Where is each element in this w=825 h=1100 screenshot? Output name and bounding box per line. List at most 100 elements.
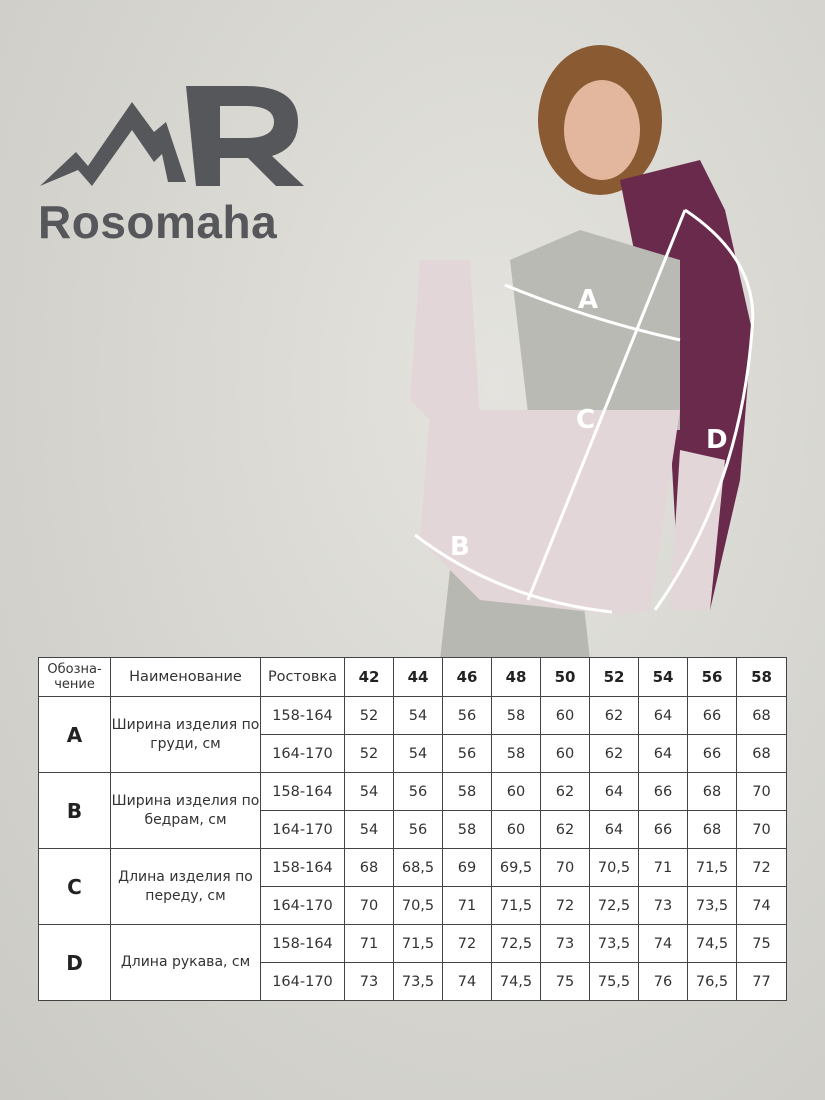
size-value: 71	[442, 886, 492, 925]
product-photo-jacket: A B C D	[410, 45, 755, 660]
size-value: 60	[491, 810, 541, 849]
size-value: 75,5	[589, 962, 639, 1001]
size-value: 69,5	[491, 848, 541, 887]
size-value: 58	[442, 772, 492, 811]
size-value: 73	[344, 962, 394, 1001]
header-size: 46	[442, 657, 492, 697]
size-value: 60	[540, 734, 590, 773]
size-value: 62	[540, 772, 590, 811]
size-value: 74	[442, 962, 492, 1001]
size-value: 72	[736, 848, 787, 887]
header-size: 54	[638, 657, 688, 697]
size-value: 52	[344, 696, 394, 735]
size-value: 68	[736, 696, 787, 735]
size-value: 62	[540, 810, 590, 849]
header-size: 56	[687, 657, 737, 697]
size-value: 56	[442, 696, 492, 735]
measure-name: Длина рукава, см	[110, 924, 261, 1001]
header-name: Наименование	[110, 657, 261, 697]
measure-code: C	[38, 848, 111, 925]
size-chart-table: Обозна-чение Наименование Ростовка 42 44 4…	[38, 657, 787, 1001]
table-row: A Ширина изделия по груди, см 158-164 52 54 5…	[38, 696, 787, 773]
size-value: 60	[491, 772, 541, 811]
size-value: 71,5	[393, 924, 443, 963]
table-row: D Длина рукава, см 158-164 71 71,5 72 72,5 73 73…	[38, 924, 787, 1001]
size-value: 73,5	[687, 886, 737, 925]
header-row: Обозна-чение Наименование Ростовка 42 44 4…	[38, 657, 787, 697]
marker-b: B	[450, 532, 470, 562]
size-value: 72	[442, 924, 492, 963]
size-value: 71,5	[687, 848, 737, 887]
measure-name: Ширина изделия по груди, см	[110, 696, 261, 773]
size-value: 52	[344, 734, 394, 773]
size-value: 72,5	[589, 886, 639, 925]
size-value: 60	[540, 696, 590, 735]
header-size: 58	[736, 657, 787, 697]
table-row: B Ширина изделия по бедрам, см 158-164 54 56…	[38, 772, 787, 849]
size-value: 74,5	[687, 924, 737, 963]
height-range: 164-170	[260, 962, 345, 1001]
size-value: 73	[638, 886, 688, 925]
size-value: 54	[393, 734, 443, 773]
size-value: 73,5	[589, 924, 639, 963]
brand-logo-mountain	[40, 86, 304, 186]
size-value: 54	[344, 810, 394, 849]
size-value: 66	[687, 734, 737, 773]
brand-name: Rosomaha	[38, 196, 278, 248]
size-value: 68	[687, 810, 737, 849]
size-value: 70	[736, 810, 787, 849]
table-row: C Длина изделия по переду, см 158-164 68 68,…	[38, 848, 787, 925]
size-value: 77	[736, 962, 787, 1001]
size-value: 56	[393, 810, 443, 849]
size-value: 58	[491, 734, 541, 773]
size-value: 72	[540, 886, 590, 925]
header-size: 52	[589, 657, 639, 697]
size-value: 68	[736, 734, 787, 773]
size-value: 54	[344, 772, 394, 811]
header-size: 48	[491, 657, 541, 697]
size-value: 62	[589, 734, 639, 773]
header-size: 50	[540, 657, 590, 697]
size-value: 73	[540, 924, 590, 963]
header-size: 42	[344, 657, 394, 697]
size-value: 74,5	[491, 962, 541, 1001]
size-value: 71	[344, 924, 394, 963]
height-range: 164-170	[260, 810, 345, 849]
header-height: Ростовка	[260, 657, 345, 697]
size-value: 68,5	[393, 848, 443, 887]
header-size: 44	[393, 657, 443, 697]
marker-c: C	[576, 405, 595, 435]
size-value: 68	[344, 848, 394, 887]
size-value: 64	[589, 810, 639, 849]
size-value: 74	[736, 886, 787, 925]
size-value: 76	[638, 962, 688, 1001]
size-value: 69	[442, 848, 492, 887]
measure-name: Длина изделия по переду, см	[110, 848, 261, 925]
size-value: 56	[442, 734, 492, 773]
height-range: 164-170	[260, 734, 345, 773]
size-value: 74	[638, 924, 688, 963]
measure-code: D	[38, 924, 111, 1001]
height-range: 158-164	[260, 848, 345, 887]
size-value: 54	[393, 696, 443, 735]
size-value: 71	[638, 848, 688, 887]
size-value: 73,5	[393, 962, 443, 1001]
size-value: 70,5	[393, 886, 443, 925]
size-value: 71,5	[491, 886, 541, 925]
size-value: 64	[638, 696, 688, 735]
size-value: 76,5	[687, 962, 737, 1001]
size-value: 64	[638, 734, 688, 773]
size-value: 58	[442, 810, 492, 849]
size-value: 56	[393, 772, 443, 811]
size-value: 75	[736, 924, 787, 963]
size-value: 58	[491, 696, 541, 735]
marker-d: D	[706, 425, 728, 455]
size-value: 72,5	[491, 924, 541, 963]
height-range: 158-164	[260, 696, 345, 735]
size-value: 68	[687, 772, 737, 811]
header-code: Обозна-чение	[38, 657, 111, 697]
size-value: 70	[540, 848, 590, 887]
height-range: 158-164	[260, 924, 345, 963]
size-value: 75	[540, 962, 590, 1001]
size-value: 62	[589, 696, 639, 735]
